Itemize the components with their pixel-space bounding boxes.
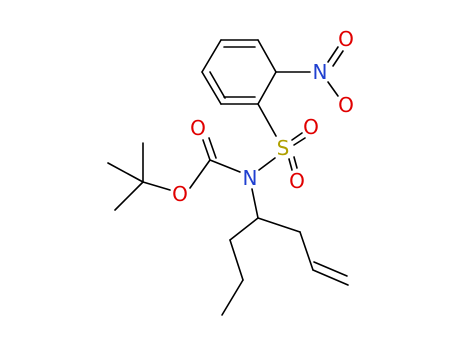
bond: [114, 181, 144, 211]
bond: [288, 158, 293, 171]
atom-label: O: [289, 169, 305, 193]
bond: [107, 162, 144, 183]
bond: [202, 139, 211, 161]
bond: [208, 137, 217, 159]
bond: [209, 159, 241, 173]
bond: [229, 239, 244, 281]
atom-label: N: [243, 166, 258, 190]
bond: [327, 46, 339, 63]
bond: [201, 39, 222, 73]
bond: [293, 156, 298, 169]
atom-label: O: [190, 116, 206, 140]
atom-label: O: [338, 93, 354, 117]
bond: [313, 261, 348, 277]
bond: [142, 181, 171, 191]
bond: [257, 103, 277, 137]
atom-label: N: [313, 60, 328, 84]
atom-label: O: [172, 182, 188, 206]
bond: [209, 71, 226, 99]
atom-label: O: [338, 27, 354, 51]
bond: [257, 39, 277, 73]
bond: [291, 132, 303, 141]
bond: [229, 217, 259, 241]
bond: [221, 279, 244, 316]
bond: [257, 71, 277, 105]
bond: [251, 188, 259, 219]
bonds: [107, 39, 349, 316]
bond: [258, 157, 276, 171]
bond: [201, 71, 222, 105]
bond: [293, 137, 306, 146]
bond: [312, 269, 349, 286]
bond: [189, 159, 211, 189]
bond: [299, 231, 314, 271]
atom-label: S: [277, 136, 290, 160]
bond: [332, 50, 344, 67]
bond: [257, 217, 301, 233]
atom-labels: O N O S O O N O O: [172, 27, 354, 206]
bond: [327, 81, 339, 97]
atom-label: O: [303, 115, 319, 139]
